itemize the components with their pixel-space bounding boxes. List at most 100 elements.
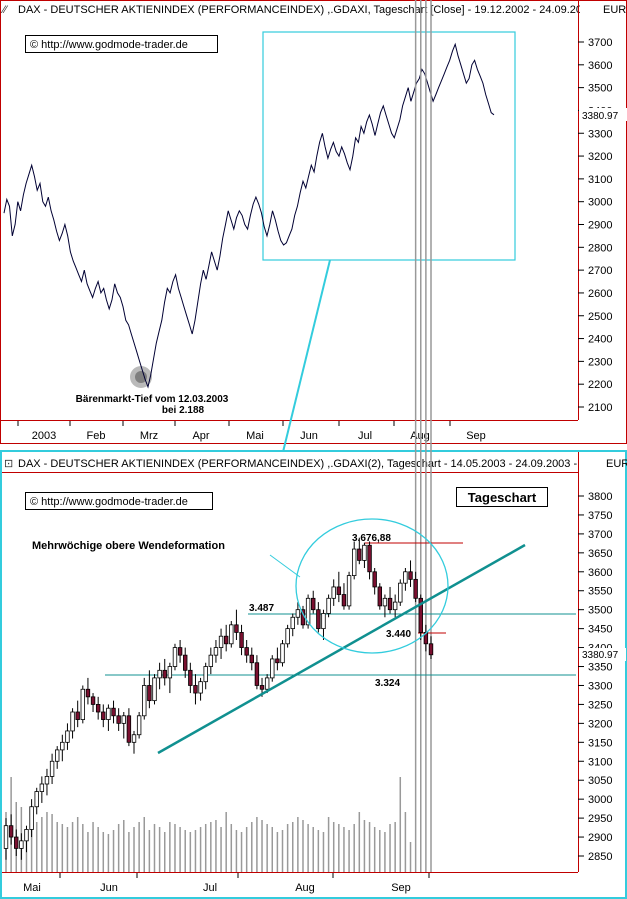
candle-body-up [398, 582, 403, 603]
candlestick [85, 677, 91, 705]
top-chart-icon: ⁄⁄ [0, 4, 9, 16]
top-copyright-text: © http://www.godmode-trader.de [30, 39, 188, 51]
candlestick [377, 583, 382, 610]
candle-body-up [264, 677, 270, 690]
candle-body-up [213, 647, 219, 656]
label-3487: 3.487 [249, 603, 274, 614]
candle-body-up [55, 749, 60, 762]
candlestick [131, 730, 137, 754]
candlestick [326, 594, 331, 618]
top-x-tick-label: Jul [358, 430, 372, 442]
candle-body-down [341, 594, 347, 607]
bottom-copyright-box: © http://www.godmode-trader.de [25, 492, 213, 510]
candlestick [65, 723, 70, 750]
candle-body-down [90, 696, 96, 705]
top-y-tick-label: 2900 [588, 220, 612, 232]
candle-body-up [121, 715, 126, 724]
candle-body-down [418, 597, 423, 633]
bottom-y-tick-label: 3650 [588, 548, 612, 560]
candlestick [408, 560, 413, 587]
top-x-tick-label: Aug [410, 430, 430, 442]
candlestick [39, 776, 45, 803]
candlestick [295, 602, 301, 625]
bottom-y-tick-label: 3150 [588, 737, 612, 749]
candle-body-up [208, 654, 214, 667]
candle-body-up [285, 628, 290, 645]
candlestick [249, 647, 254, 671]
candlestick [136, 712, 142, 739]
candlestick [172, 643, 178, 671]
candlestick [346, 571, 352, 610]
candlestick [183, 647, 188, 678]
label-high-3676: 3.676,88 [352, 533, 391, 544]
candle-body-up [60, 741, 65, 751]
candle-body-down [408, 571, 413, 580]
candle-body-down [387, 597, 393, 611]
candlestick [218, 628, 224, 659]
candlestick [3, 818, 9, 860]
candlestick [24, 825, 29, 853]
candle-body-down [177, 647, 183, 656]
candle-body-up [295, 609, 301, 618]
candlestick [387, 586, 393, 614]
top-y-tick-label: 2700 [588, 265, 612, 277]
candlestick [367, 541, 372, 580]
candle-body-down [75, 711, 80, 720]
top-x-tick-label: Mrz [140, 430, 158, 442]
candlestick [428, 636, 434, 659]
candlestick [403, 568, 408, 591]
top-y-tick-label: 3300 [588, 128, 612, 140]
candle-body-down [275, 658, 280, 664]
candle-body-up [136, 715, 142, 736]
top-y-tick-label: 2300 [588, 356, 612, 368]
top-y-tick-label: 2100 [588, 402, 612, 414]
candle-body-up [290, 616, 295, 630]
candlestick [142, 677, 147, 720]
candlestick [75, 700, 80, 728]
candlestick [188, 662, 193, 694]
candle-body-down [336, 586, 342, 595]
candle-body-up [382, 597, 388, 607]
bottom-copyright-text: © http://www.godmode-trader.de [30, 496, 188, 508]
candlestick [157, 662, 162, 690]
candlestick [357, 537, 362, 565]
bottom-y-tick-label: 3050 [588, 775, 612, 787]
candle-body-down [162, 669, 167, 679]
candle-body-down [311, 597, 316, 611]
bottom-y-tick-label: 2900 [588, 832, 612, 844]
top-y-tick-label: 2200 [588, 379, 612, 391]
candlestick [121, 712, 126, 739]
candlestick [90, 693, 96, 712]
label-3324: 3.324 [375, 678, 400, 689]
zoom-region-rect [262, 31, 516, 261]
candle-body-down [234, 624, 239, 633]
candlestick [280, 640, 285, 667]
candle-body-down [116, 715, 121, 724]
candlestick [392, 594, 398, 618]
bottom-x-axis: Mai Jun Jul Aug Sep [23, 873, 430, 894]
candlestick [95, 696, 101, 720]
candle-body-up [198, 681, 203, 694]
candlestick [290, 613, 295, 637]
bottom-x-tick-label: Jun [100, 882, 118, 894]
candle-body-up [157, 669, 162, 679]
label-3440: 3.440 [386, 629, 411, 640]
bottom-y-tick-label: 3700 [588, 529, 612, 541]
candlestick [213, 640, 219, 663]
candlestick [34, 787, 39, 815]
candle-body-up [218, 635, 224, 648]
candlestick [223, 624, 229, 652]
bottom-y-tick-label: 2950 [588, 813, 612, 825]
candle-body-down [316, 609, 321, 630]
top-header-cover [580, 2, 626, 20]
top-chart-panel: ⁄⁄ DAX - DEUTSCHER AKTIENINDEX (PERFORMA… [0, 0, 627, 444]
candle-body-down [428, 643, 434, 656]
candlestick [19, 833, 24, 860]
candle-body-down [85, 688, 91, 698]
candlestick [239, 624, 244, 656]
candle-body-down [95, 704, 101, 713]
candlestick [198, 677, 203, 701]
top-last-value: 3380.97 [582, 111, 619, 122]
bottom-y-tick-label: 3350 [588, 662, 612, 674]
candle-body-up [331, 586, 336, 599]
